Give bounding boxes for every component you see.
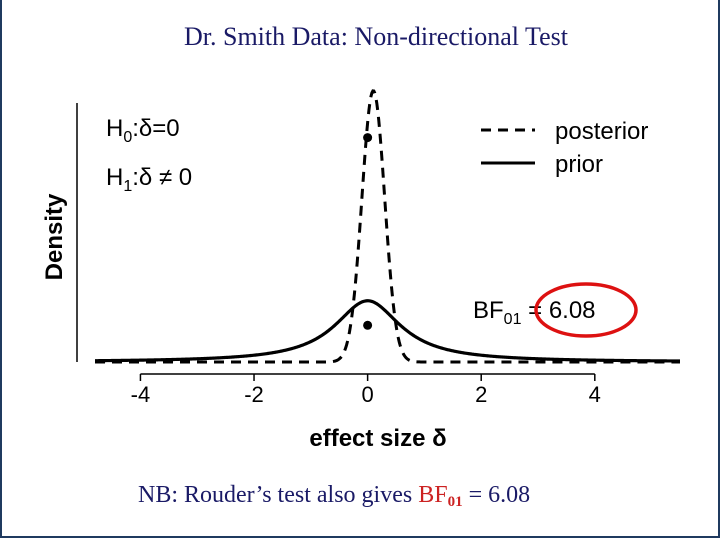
footnote-prefix: NB: Rouder’s test also gives xyxy=(138,482,419,508)
x-tick-label: -4 xyxy=(131,382,151,407)
footnote-bf-main: BF xyxy=(418,482,448,508)
legend-label-prior: prior xyxy=(555,151,603,178)
chart-axes xyxy=(76,103,596,381)
x-axis-title: effect size δ xyxy=(309,425,446,452)
footnote-bf: BF01 xyxy=(418,482,463,510)
point-posterior xyxy=(363,133,373,143)
bf-highlight-circle xyxy=(534,282,638,338)
bf-annotation: BF01 = 6.08 xyxy=(473,297,596,328)
chart-curves xyxy=(94,89,680,364)
h0-label: H0:δ=0 xyxy=(106,115,180,146)
footnote-suffix: = 6.08 xyxy=(462,482,531,508)
y-axis-title: Density xyxy=(41,193,68,280)
chart-marks xyxy=(363,133,373,330)
point-prior xyxy=(363,320,373,330)
x-tick-label: 2 xyxy=(475,382,487,407)
chart-labels: -4 -2 0 2 4 effect size δ Density H0:δ=0 H1:δ ≠ … xyxy=(41,115,648,452)
footnote: NB: Rouder’s test also gives BF01 = 6.08 xyxy=(138,482,530,511)
x-tick-label: 4 xyxy=(589,382,601,407)
legend-label-posterior: posterior xyxy=(555,118,648,145)
series-posterior-line xyxy=(95,89,680,364)
x-tick-label: 0 xyxy=(361,382,373,407)
series-prior-line xyxy=(94,299,680,363)
footnote-bf-sub: 01 xyxy=(447,494,463,510)
h1-label: H1:δ ≠ 0 xyxy=(106,164,192,195)
x-tick-label: -2 xyxy=(244,382,264,407)
slide-title: Dr. Smith Data: Non-directional Test xyxy=(183,22,569,51)
